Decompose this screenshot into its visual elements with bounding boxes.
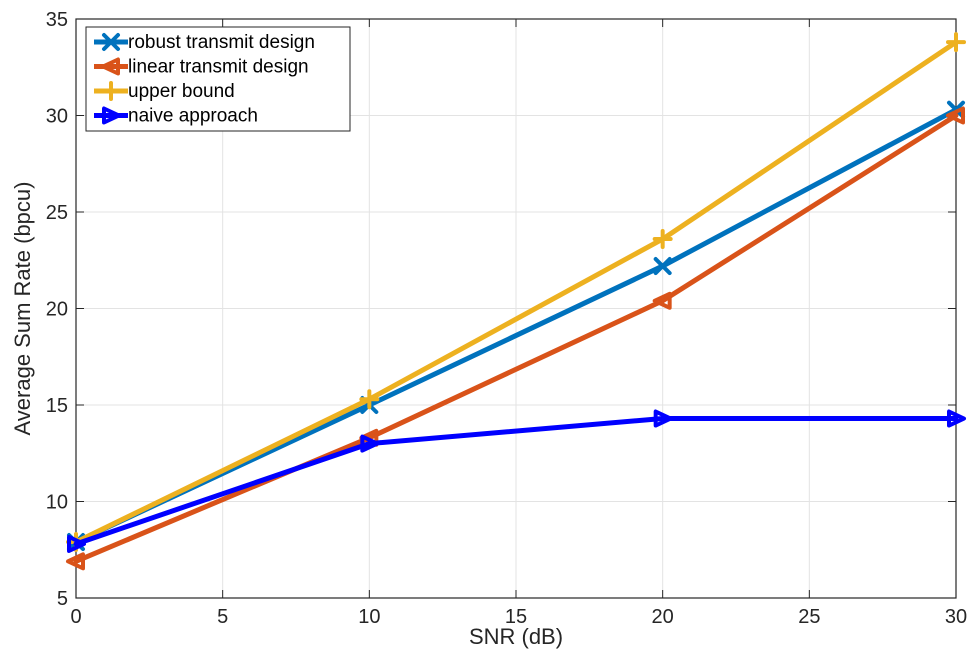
legend-entry: upper bound: [94, 81, 235, 102]
data-point: [947, 409, 966, 428]
x-tick-label: 15: [505, 606, 527, 628]
legend-entry: robust transmit design: [94, 32, 315, 53]
data-point: [653, 409, 673, 428]
data-point: [67, 534, 86, 553]
legend-swatch-marker: [102, 106, 121, 125]
data-point: [652, 229, 673, 250]
y-axis-title: Average Sum Rate (bpcu): [10, 182, 35, 436]
data-point: [359, 389, 380, 410]
legend-label: robust transmit design: [128, 32, 315, 53]
y-tick-label: 10: [46, 492, 68, 514]
series-line: [73, 416, 959, 547]
legend-label: upper bound: [128, 81, 235, 102]
x-tick-label: 20: [652, 606, 674, 628]
series-line: [73, 39, 959, 545]
legend-label: linear transmit design: [128, 57, 309, 78]
y-tick-label: 25: [46, 202, 68, 224]
y-tick-label: 30: [46, 106, 68, 128]
data-point: [653, 257, 672, 276]
legend-swatch-marker: [102, 33, 120, 51]
y-tick-label: 35: [46, 9, 68, 31]
data-point: [946, 106, 965, 125]
x-tick-label: 0: [70, 606, 81, 628]
x-axis-title: SNR (dB): [469, 624, 563, 649]
series-1: [66, 106, 965, 571]
data-point: [66, 552, 85, 571]
legend-swatch-marker: [101, 57, 120, 76]
data-point: [946, 32, 966, 53]
y-tick-label: 15: [46, 395, 68, 417]
y-tick-label: 5: [57, 588, 68, 610]
legend-label: naive approach: [128, 106, 258, 127]
y-tick-label: 20: [46, 299, 68, 321]
x-tick-label: 25: [798, 606, 820, 628]
legend-swatch-marker: [101, 81, 121, 101]
x-tick-label: 5: [217, 606, 228, 628]
series-layer: [66, 32, 966, 571]
data-point: [360, 434, 380, 453]
series-line: [73, 113, 959, 564]
data-point: [652, 291, 672, 310]
series-line: [73, 107, 959, 545]
series-3: [67, 409, 966, 553]
legend-box: [85, 26, 351, 132]
x-tick-label: 10: [358, 606, 380, 628]
legend-entry: linear transmit design: [94, 57, 309, 78]
x-tick-label: 30: [945, 606, 967, 628]
legend-entry: naive approach: [94, 106, 258, 127]
legend: robust transmit design linear transmit de…: [85, 26, 351, 132]
